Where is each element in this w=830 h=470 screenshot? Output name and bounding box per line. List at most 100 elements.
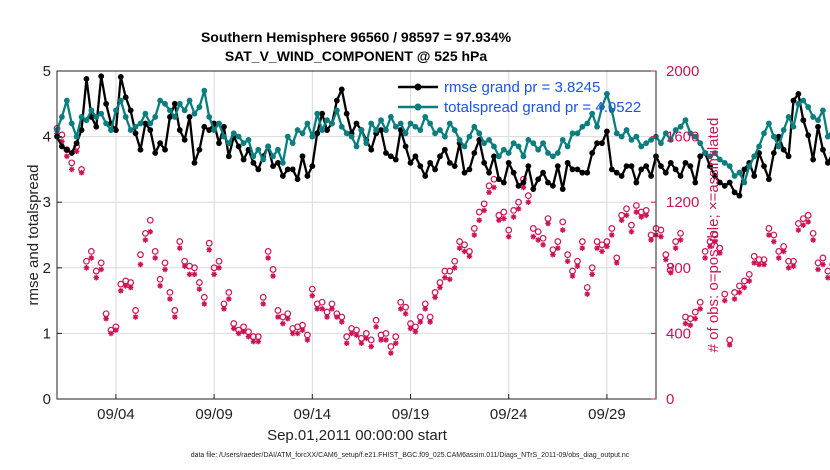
totalspread-point — [103, 120, 109, 127]
obs-assimilated-point — [628, 228, 635, 235]
obs-possible-point — [667, 262, 675, 270]
obs-assimilated-point — [800, 222, 807, 228]
obs-assimilated-point — [407, 325, 414, 332]
right-tick-label: 0 — [666, 391, 674, 408]
rmse-point — [309, 163, 316, 170]
obs-assimilated-point — [594, 245, 600, 251]
rmse-point — [338, 86, 345, 93]
totalspread-point — [540, 140, 546, 147]
obs-assimilated-point — [437, 284, 443, 291]
obs-assimilated-point — [677, 237, 684, 243]
rmse-point — [628, 163, 635, 170]
totalspread-point — [530, 140, 537, 147]
obs-assimilated-point — [515, 205, 522, 212]
rmse-point — [658, 163, 664, 170]
totalspread-point — [181, 107, 188, 114]
obs-assimilated-point — [736, 289, 743, 296]
totalspread-point — [78, 114, 85, 120]
totalspread-point — [427, 120, 434, 127]
obs-possible-point — [608, 225, 616, 232]
totalspread-point — [761, 130, 767, 137]
rmse-point — [569, 166, 576, 173]
obs-assimilated-point — [88, 255, 95, 261]
rmse-point — [648, 173, 654, 179]
rmse-point — [127, 107, 134, 114]
rmse-point — [721, 182, 728, 189]
obs-assimilated-point — [343, 340, 350, 347]
obs-possible-point — [161, 259, 169, 267]
rmse-point — [824, 159, 830, 166]
obs-possible-point — [824, 267, 830, 275]
rmse-point — [422, 173, 429, 179]
totalspread-point — [348, 133, 355, 140]
obs-possible-point — [593, 238, 601, 245]
obs-assimilated-point — [108, 330, 114, 337]
totalspread-point — [279, 159, 286, 166]
obs-assimilated-point — [176, 245, 183, 251]
obs-assimilated-point — [609, 232, 615, 238]
obs-assimilated-point — [820, 261, 826, 268]
rmse-point — [731, 189, 738, 196]
obs-assimilated-point — [152, 255, 158, 261]
obs-possible-point — [191, 264, 198, 272]
totalspread-point — [451, 127, 458, 133]
rmse-point — [294, 176, 301, 183]
obs-assimilated-point — [785, 265, 792, 271]
totalspread-point — [235, 133, 242, 140]
rmse-point — [594, 140, 600, 147]
totalspread-point — [456, 136, 463, 143]
totalspread-point — [815, 117, 821, 124]
totalspread-point — [662, 130, 669, 137]
rmse-point — [157, 140, 164, 147]
totalspread-point — [63, 97, 70, 104]
obs-assimilated-point — [697, 306, 703, 312]
obs-assimilated-point — [368, 343, 375, 350]
totalspread-point — [775, 143, 782, 150]
totalspread-point — [520, 153, 527, 160]
legend: rmse grand pr = 3.8245 totalspread grand… — [398, 79, 641, 116]
obs-assimilated-point — [643, 212, 649, 219]
obs-assimilated-point — [780, 248, 787, 255]
obs-possible-point — [274, 307, 282, 314]
totalspread-point — [289, 140, 296, 147]
obs-assimilated-point — [157, 283, 163, 289]
rmse-point — [83, 75, 90, 82]
rmse-point — [333, 97, 340, 104]
obs-possible-point — [308, 285, 316, 293]
obs-possible-point — [397, 298, 405, 306]
rmse-point — [392, 156, 399, 163]
obs-assimilated-point — [201, 301, 208, 307]
totalspread-point — [343, 130, 350, 137]
rmse-point — [407, 159, 414, 166]
totalspread-point — [805, 104, 812, 110]
rmse-point — [412, 153, 419, 160]
obs-assimilated-point — [574, 263, 581, 269]
obs-assimilated-point — [648, 237, 654, 243]
rmse-point — [152, 150, 159, 156]
obs-assimilated-point — [550, 251, 556, 258]
totalspread-point — [338, 123, 345, 130]
totalspread-point — [471, 123, 478, 130]
rmse-point — [437, 153, 443, 160]
totalspread-point — [574, 130, 581, 137]
obs-assimilated-point — [481, 207, 487, 214]
totalspread-point — [299, 130, 306, 137]
obs-possible-point — [470, 225, 478, 232]
rmse-point — [167, 114, 173, 120]
obs-possible-point — [657, 226, 665, 234]
rmse-point — [324, 127, 330, 133]
obs-assimilated-point — [682, 320, 689, 327]
obs-assimilated-point — [383, 337, 389, 343]
obs-possible-point — [318, 298, 326, 306]
obs-assimilated-point — [147, 228, 154, 235]
rmse-point — [820, 146, 826, 153]
rmse-point — [427, 159, 434, 166]
obs-assimilated-point — [545, 220, 551, 227]
rmse-point — [677, 173, 684, 179]
rmse-point — [132, 130, 139, 137]
obs-assimilated-point — [392, 340, 399, 347]
totalspread-point — [353, 143, 360, 150]
totalspread-point — [294, 127, 301, 133]
rmse-point — [378, 127, 384, 133]
obs-possible-point — [372, 316, 380, 324]
